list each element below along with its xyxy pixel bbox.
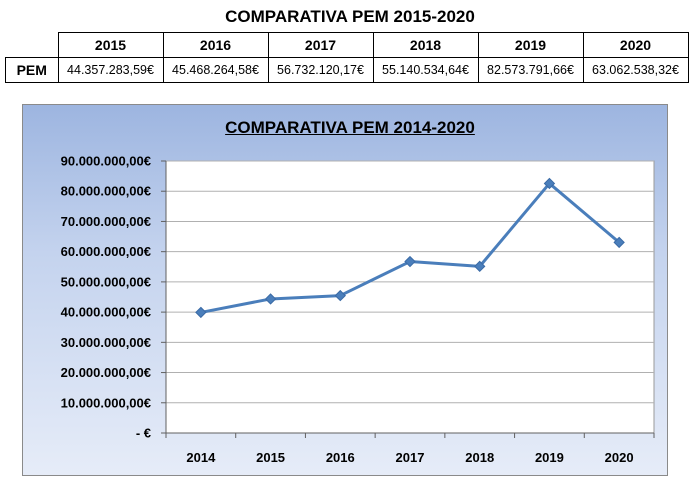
table-header-row: 2015 2016 2017 2018 2019 2020 — [5, 32, 689, 58]
x-tick-label: 2018 — [465, 450, 494, 465]
table-cell: 56.732.120,17€ — [267, 57, 374, 83]
y-tick-label: 10.000.000,00€ — [61, 395, 151, 410]
y-tick-label: 50.000.000,00€ — [61, 274, 151, 289]
data-point — [334, 289, 346, 302]
x-tick-label: 2020 — [605, 450, 634, 465]
table-cell: 82.573.791,66€ — [477, 57, 584, 83]
y-tick-label: 20.000.000,00€ — [61, 365, 151, 380]
y-tick-label: 30.000.000,00€ — [61, 335, 151, 350]
x-tick-label: 2015 — [256, 450, 285, 465]
data-point — [613, 236, 625, 249]
x-tick-label: 2014 — [186, 450, 216, 465]
table-year-header: 2018 — [372, 32, 479, 58]
data-point — [404, 255, 416, 268]
table-cell: 63.062.538,32€ — [582, 57, 689, 83]
data-point — [543, 177, 556, 190]
table-cell: 55.140.534,64€ — [372, 57, 479, 83]
table-year-header: 2016 — [162, 32, 269, 58]
data-point — [264, 293, 277, 305]
table-title: COMPARATIVA PEM 2015-2020 — [225, 7, 475, 26]
x-tick-label: 2017 — [396, 450, 425, 465]
y-tick-label: 40.000.000,00€ — [61, 305, 151, 320]
y-tick-label: 80.000.000,00€ — [61, 184, 151, 199]
chart-title: COMPARATIVA PEM 2014-2020 — [225, 118, 475, 137]
table-cell: 45.468.264,58€ — [162, 57, 269, 83]
y-tick-label: 70.000.000,00€ — [61, 214, 151, 229]
y-tick-label: 90.000.000,00€ — [61, 154, 151, 169]
table-year-header: 2020 — [582, 32, 689, 58]
x-tick-label: 2016 — [326, 450, 355, 465]
y-tick-label: 60.000.000,00€ — [61, 244, 151, 259]
x-tick-label: 2019 — [535, 450, 564, 465]
table-row-label: PEM — [5, 57, 59, 83]
y-tick-label: - € — [136, 426, 151, 441]
data-point — [474, 260, 486, 273]
pem-table: 2015 2016 2017 2018 2019 2020 PEM 44.357… — [5, 32, 689, 83]
table-row: PEM 44.357.283,59€ 45.468.264,58€ 56.732… — [5, 57, 689, 83]
table-cell: 44.357.283,59€ — [57, 57, 164, 83]
data-point — [195, 306, 207, 319]
plot-area — [165, 160, 655, 434]
